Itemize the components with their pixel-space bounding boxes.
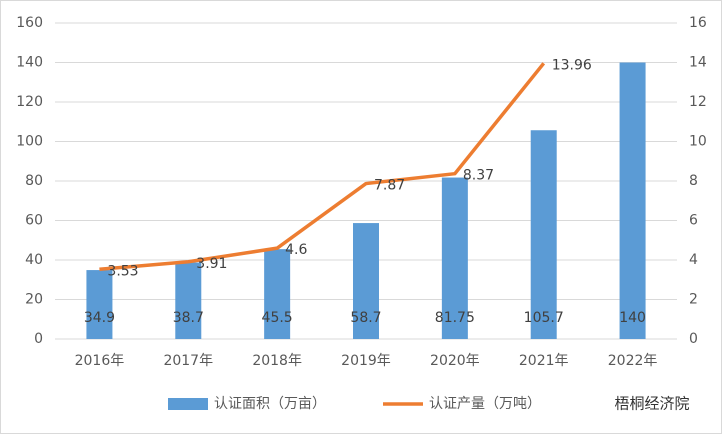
bar [353, 223, 379, 339]
x-tick-label: 2021年 [519, 353, 569, 369]
legend-swatch [168, 398, 208, 410]
bar-value-label: 45.5 [262, 310, 293, 326]
y-tick-label: 40 [25, 252, 43, 268]
x-tick-label: 2017年 [163, 353, 213, 369]
bar [441, 177, 468, 339]
y-tick-label: 100 [16, 134, 43, 150]
y2-tick-label: 10 [689, 134, 707, 150]
bar-value-label: 58.7 [350, 310, 381, 326]
line-value-label: 8.37 [463, 168, 494, 184]
bar [86, 270, 113, 339]
bar [530, 130, 557, 339]
x-tick-label: 2016年 [75, 353, 125, 369]
y2-tick-label: 14 [689, 55, 707, 71]
y-tick-label: 20 [25, 292, 43, 308]
y2-tick-label: 6 [689, 213, 698, 229]
y-tick-label: 120 [16, 94, 43, 110]
y-tick-label: 160 [16, 15, 43, 31]
bar-value-label: 34.9 [84, 310, 115, 326]
y2-tick-label: 0 [689, 331, 698, 347]
line-value-label: 3.91 [196, 256, 227, 272]
line-value-label: 7.87 [374, 178, 405, 194]
bar [264, 249, 291, 339]
bar-value-label: 38.7 [173, 310, 204, 326]
bar [175, 262, 202, 339]
bar-value-label: 81.75 [435, 310, 475, 326]
y-tick-label: 60 [25, 213, 43, 229]
x-tick-label: 2019年 [341, 353, 391, 369]
y2-tick-label: 8 [689, 173, 698, 189]
source-watermark: 梧桐经济院 [614, 395, 689, 413]
y-tick-label: 80 [25, 173, 43, 189]
x-tick-label: 2020年 [430, 353, 480, 369]
y2-tick-label: 2 [689, 292, 698, 308]
line [99, 62, 546, 272]
y2-tick-label: 4 [689, 252, 698, 268]
y2-tick-label: 16 [689, 15, 707, 31]
line-value-label: 13.96 [552, 57, 592, 73]
bar-value-label: 105.7 [524, 310, 564, 326]
line-value-label: 3.53 [107, 263, 138, 279]
y-tick-label: 0 [34, 331, 43, 347]
y-tick-label: 140 [16, 55, 43, 71]
legend-label: 认证产量（万吨） [429, 396, 541, 412]
x-tick-label: 2018年 [252, 353, 302, 369]
line-value-label: 4.6 [285, 242, 307, 258]
y2-tick-label: 12 [689, 94, 707, 110]
bar [619, 62, 646, 339]
x-tick-label: 2022年 [608, 353, 658, 369]
bar-value-label: 140 [619, 310, 646, 326]
legend-label: 认证面积（万亩） [214, 395, 326, 412]
